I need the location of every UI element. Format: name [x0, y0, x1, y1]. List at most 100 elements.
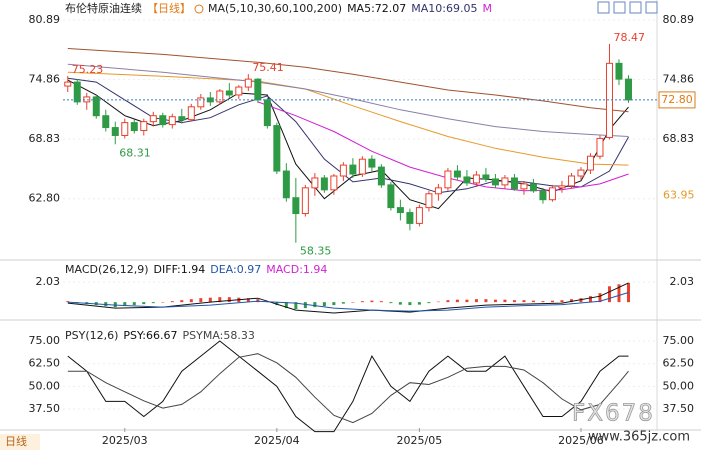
ma-label: 63.95	[663, 188, 695, 201]
candle-body	[121, 122, 129, 136]
candle-body	[482, 174, 490, 180]
macd-bar	[227, 297, 231, 303]
y-tick-label: 2.03	[36, 275, 61, 288]
candle-body	[216, 90, 224, 103]
indicator: MA(5,10,30,60,100,200)	[208, 2, 342, 15]
series-line	[67, 292, 629, 312]
watermark-url: www.365jz.com	[588, 430, 690, 445]
x-tick-label: 2025/05	[397, 434, 443, 447]
macd-bar	[123, 302, 127, 307]
y-tick-label-right: 75.00	[663, 334, 695, 347]
macd-bar	[332, 302, 336, 306]
candle-body	[510, 177, 518, 190]
macd-bar	[512, 300, 516, 303]
y-tick-label: 68.83	[29, 132, 61, 145]
series-line	[67, 353, 629, 424]
macd-bar	[617, 284, 621, 303]
macd-bar	[588, 296, 592, 303]
macd-bar	[427, 302, 431, 304]
macd-bar	[275, 302, 279, 306]
candle-body	[387, 184, 395, 209]
macd-bar	[436, 301, 440, 303]
candle-body	[102, 115, 110, 129]
candle-body	[178, 116, 186, 121]
macd-bar	[284, 302, 288, 309]
macd-bar	[607, 286, 611, 303]
macd-bar	[341, 302, 345, 304]
macd-bar	[465, 299, 469, 303]
icon[interactable]	[645, 1, 658, 14]
icon[interactable]	[597, 1, 610, 14]
readout: MA5:72.07	[347, 2, 406, 15]
candle-body	[406, 212, 414, 224]
macd-bar	[503, 299, 507, 303]
candle-body	[453, 170, 461, 178]
candle-body	[111, 127, 119, 136]
macd-bar	[408, 302, 412, 306]
icon[interactable]	[629, 1, 642, 14]
candle-body	[339, 164, 347, 177]
panel-title: MACD(26,12,9)	[65, 263, 149, 276]
extreme-label: 78.47	[613, 31, 645, 44]
candle-body	[377, 166, 385, 186]
panel-title: 布伦特原油连续	[65, 1, 142, 15]
readout: M	[483, 2, 493, 15]
readout: PSY:66.67	[123, 329, 177, 342]
macd-bar	[531, 300, 535, 303]
y-tick-label: 75.00	[29, 334, 61, 347]
macd-bar	[180, 300, 184, 303]
series-line	[67, 63, 629, 137]
candle-body	[301, 187, 309, 215]
macd-bar	[569, 299, 573, 303]
y-tick-label-right: 62.50	[663, 357, 695, 370]
macd-bar	[360, 301, 364, 303]
macd-bar	[550, 300, 554, 303]
footer-tab[interactable]	[0, 434, 40, 450]
macd-bar	[161, 302, 165, 303]
y-tick-label: 74.86	[29, 73, 61, 86]
candle-body	[225, 90, 233, 96]
candle-body	[330, 175, 338, 191]
y-tick-label-right: 68.83	[663, 132, 695, 145]
candle-body	[197, 97, 205, 108]
macd-bar	[170, 301, 174, 303]
y-tick-label: 37.50	[29, 402, 61, 415]
macd-bar	[132, 302, 136, 306]
macd-bar	[446, 300, 450, 303]
candle-body	[577, 169, 585, 177]
candle-body	[539, 190, 547, 201]
macd-bar	[389, 302, 393, 304]
candle-body	[396, 207, 404, 214]
candle-body	[529, 183, 537, 192]
candle-body	[368, 158, 376, 168]
readout: MACD:1.94	[266, 263, 327, 276]
candle-body	[349, 164, 357, 175]
candle-body	[501, 177, 509, 186]
candle-body	[282, 170, 290, 199]
candle-body	[130, 122, 138, 132]
extreme-label: 75.23	[72, 63, 104, 76]
extreme-label: 58.35	[300, 245, 332, 258]
watermark-logo: FX678	[572, 401, 655, 427]
candle-body	[168, 116, 176, 126]
candle-body	[425, 193, 433, 209]
candle-body	[235, 86, 243, 96]
macd-bar	[313, 302, 317, 308]
readout: DEA:0.97	[210, 263, 261, 276]
y-tick-label-right: 2.03	[670, 275, 695, 288]
candle-body	[159, 115, 167, 126]
readout: PSYMA:58.33	[183, 329, 255, 342]
period-icon	[194, 4, 204, 14]
macd-bar	[370, 300, 374, 303]
y-tick-label: 80.89	[29, 13, 61, 26]
icon[interactable]	[613, 1, 626, 14]
series-line	[67, 48, 629, 113]
extreme-label: 68.31	[119, 146, 151, 159]
candle-body	[311, 177, 319, 189]
y-tick-label: 62.50	[29, 357, 61, 370]
y-tick-label: 50.00	[29, 379, 61, 392]
macd-bar	[417, 302, 421, 305]
candle-body	[491, 178, 499, 186]
candle-body	[64, 81, 72, 87]
